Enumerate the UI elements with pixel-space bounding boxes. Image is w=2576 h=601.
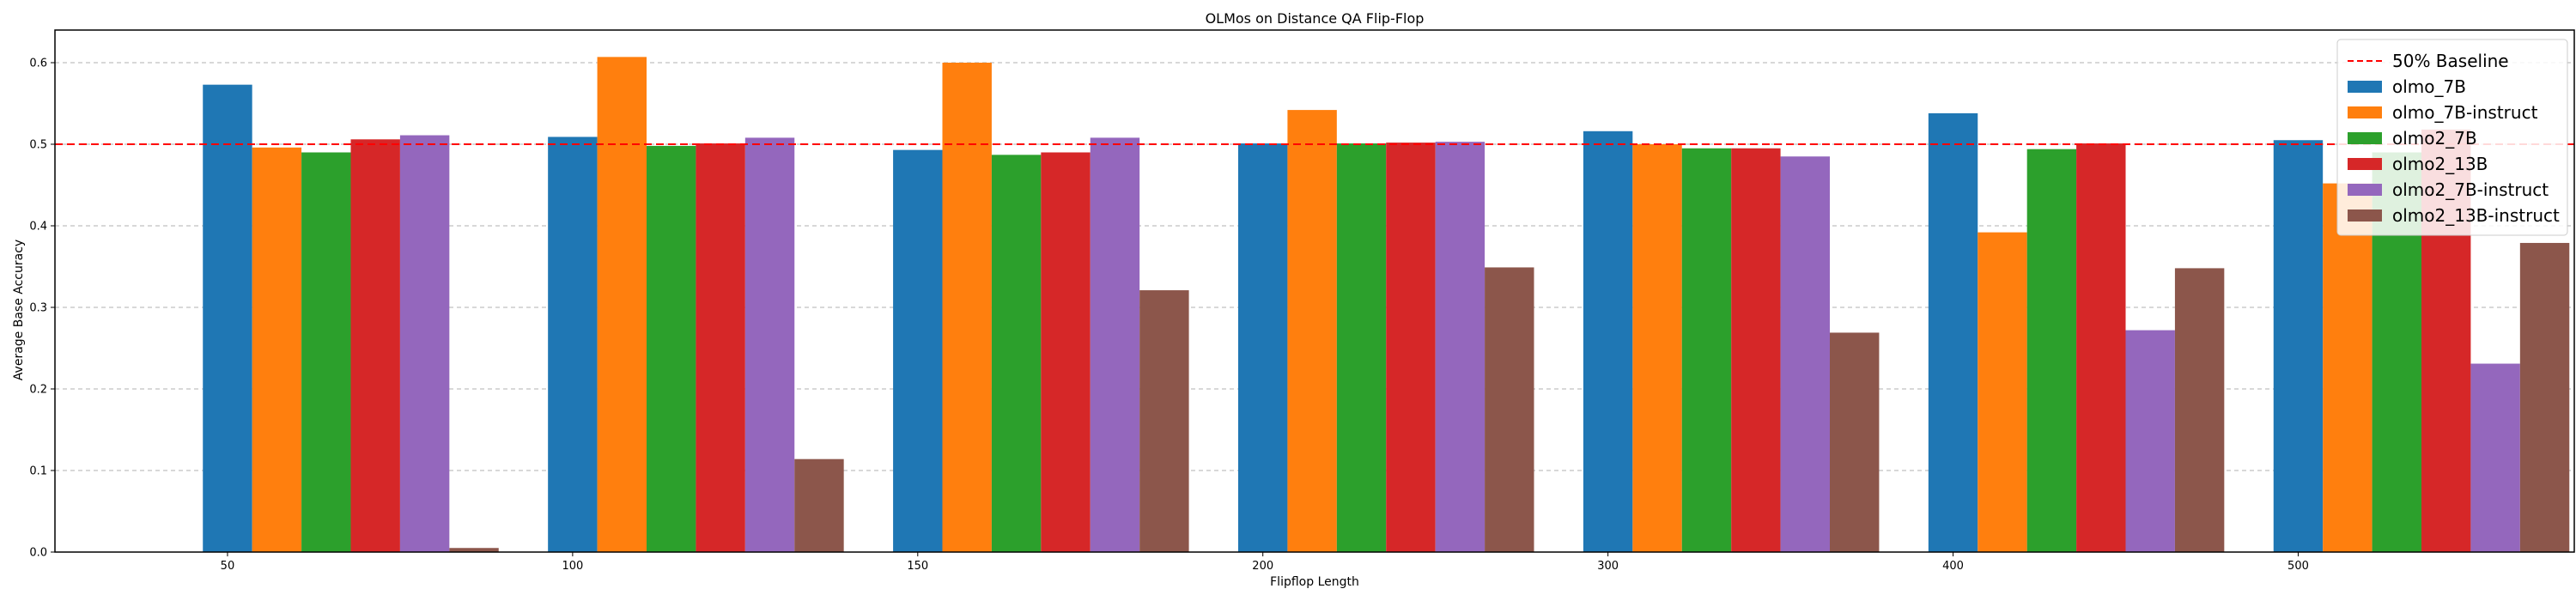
legend-swatch xyxy=(2348,158,2382,170)
bar xyxy=(991,155,1042,552)
bar xyxy=(1731,148,1781,552)
x-tick-label: 50 xyxy=(221,560,235,573)
bar xyxy=(647,145,696,552)
bar xyxy=(1681,148,1732,552)
legend-label: olmo_7B-instruct xyxy=(2392,102,2538,123)
bar xyxy=(252,147,302,553)
bar xyxy=(548,137,598,552)
bar xyxy=(2323,183,2372,552)
bar xyxy=(301,152,351,552)
bar xyxy=(1632,144,1682,552)
x-axis: 50 100 150 200 300 400 500 xyxy=(221,552,2309,573)
bar xyxy=(1090,137,1140,552)
y-tick-label: 0.0 xyxy=(29,547,47,560)
bar xyxy=(696,143,745,553)
bar xyxy=(2174,268,2225,552)
y-tick-label: 0.5 xyxy=(29,139,47,152)
y-axis-label: Average Base Accuracy xyxy=(12,240,26,380)
bar xyxy=(203,84,252,552)
bar xyxy=(1336,143,1387,553)
bar xyxy=(1780,156,1831,552)
bar xyxy=(794,458,844,552)
y-axis: 0.0 0.1 0.2 0.3 0.4 0.5 0.6 xyxy=(29,58,55,560)
bar xyxy=(942,63,992,552)
legend-swatch xyxy=(2348,106,2382,118)
bar xyxy=(744,137,795,552)
legend-swatch xyxy=(2348,132,2382,144)
bar xyxy=(1928,112,1978,552)
bar xyxy=(449,548,499,552)
y-tick-label: 0.3 xyxy=(29,302,47,315)
legend: 50% Baseline olmo_7B olmo_7B-instruct olmo2… xyxy=(2336,39,2568,236)
legend-label: olmo2_13B-instruct xyxy=(2392,205,2560,226)
bar xyxy=(1583,131,1633,553)
bar xyxy=(1238,143,1288,553)
chart-title: OLMos on Distance QA Flip-Flop xyxy=(1206,10,1425,27)
legend-swatch xyxy=(2348,209,2382,222)
bar xyxy=(399,135,450,553)
bar xyxy=(2273,140,2324,552)
x-tick-label: 100 xyxy=(562,560,583,573)
bar xyxy=(1139,290,1189,552)
bar xyxy=(1041,152,1091,552)
x-tick-label: 200 xyxy=(1252,560,1273,573)
legend-label: olmo_7B xyxy=(2392,76,2466,97)
bar xyxy=(597,57,647,553)
x-axis-label: Flipflop Length xyxy=(1270,575,1359,589)
bar xyxy=(1435,142,1485,552)
bar xyxy=(2076,143,2126,553)
x-tick-label: 150 xyxy=(907,560,928,573)
y-tick-label: 0.2 xyxy=(29,384,47,397)
legend-label: 50% Baseline xyxy=(2392,51,2509,71)
y-tick-label: 0.6 xyxy=(29,58,47,70)
bar xyxy=(1386,143,1436,552)
bar xyxy=(893,149,943,552)
x-tick-label: 400 xyxy=(1942,560,1964,573)
bar xyxy=(2125,330,2175,552)
bar xyxy=(2519,242,2570,552)
bar xyxy=(1485,267,1534,552)
y-tick-label: 0.1 xyxy=(29,465,47,478)
legend-box xyxy=(2336,39,2568,236)
legend-items: 50% Baseline olmo_7B olmo_7B-instruct olmo2… xyxy=(2348,51,2560,226)
y-tick-label: 0.4 xyxy=(29,221,47,234)
x-tick-label: 300 xyxy=(1597,560,1619,573)
legend-swatch xyxy=(2348,184,2382,196)
plot-frame xyxy=(54,29,2575,553)
legend-label: olmo2_7B xyxy=(2392,128,2477,149)
bar xyxy=(350,139,400,553)
bar xyxy=(2470,363,2520,552)
legend-swatch xyxy=(2348,81,2382,93)
x-tick-label: 500 xyxy=(2287,560,2309,573)
bar xyxy=(1287,110,1337,553)
bar xyxy=(2026,149,2077,552)
legend-label: olmo2_13B xyxy=(2392,154,2488,174)
legend-label: olmo2_7B-instruct xyxy=(2392,179,2549,200)
bar xyxy=(1830,332,1880,552)
bars xyxy=(203,57,2570,553)
bar xyxy=(1978,232,2027,552)
